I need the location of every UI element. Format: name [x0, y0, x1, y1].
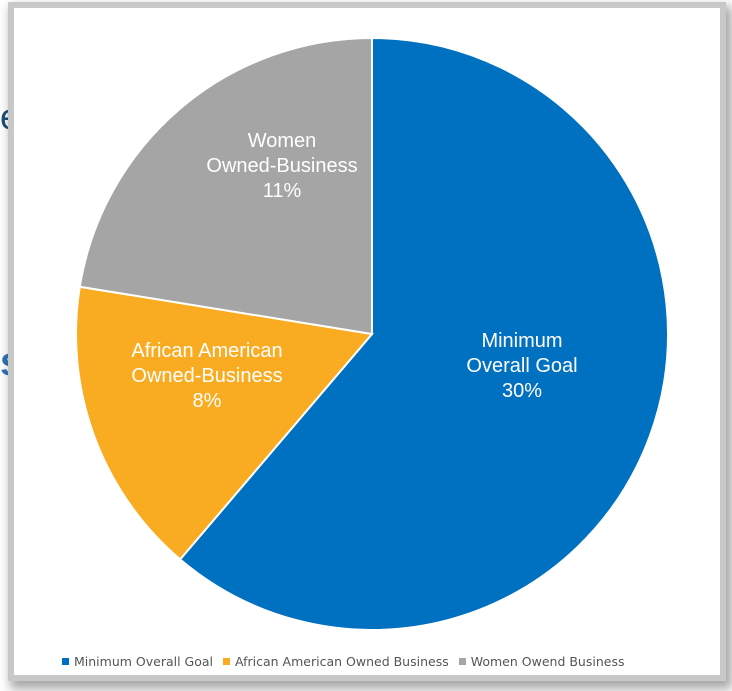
- pie-slice-label: Women Owned-Business 11%: [206, 130, 357, 202]
- legend-swatch: [62, 658, 69, 665]
- pie-slice-african-american-owned-business: [75, 285, 374, 561]
- legend-label: Women Owend Business: [470, 654, 625, 669]
- legend-label: Minimum Overall Goal: [74, 654, 214, 669]
- legend-swatch: [458, 658, 466, 665]
- legend-label: African American Owned Business: [235, 654, 449, 669]
- legend-swatch: [223, 658, 231, 665]
- pie-slice-minimum-overall-goal: [178, 36, 669, 631]
- legend-item-minimum-overall-goal: Minimum Overall Goal: [62, 654, 213, 669]
- pie-slice-women-owend-business: [78, 36, 373, 336]
- pie-slice-label: African American Owned-Business 8%: [131, 340, 282, 412]
- chart-frame: Minimum Overall Goal 30% African American Ow…: [14, 8, 720, 675]
- pie-slice-label: Minimum Overall Goal 30%: [466, 330, 577, 402]
- pie-chart: Minimum Overall Goal 30% African American Ow…: [75, 36, 669, 631]
- chart-legend: Minimum Overall Goal African American Ow…: [62, 654, 722, 669]
- legend-item-women: Women Owend Business: [458, 654, 625, 669]
- legend-item-african-american: African American Owned Business: [223, 654, 449, 669]
